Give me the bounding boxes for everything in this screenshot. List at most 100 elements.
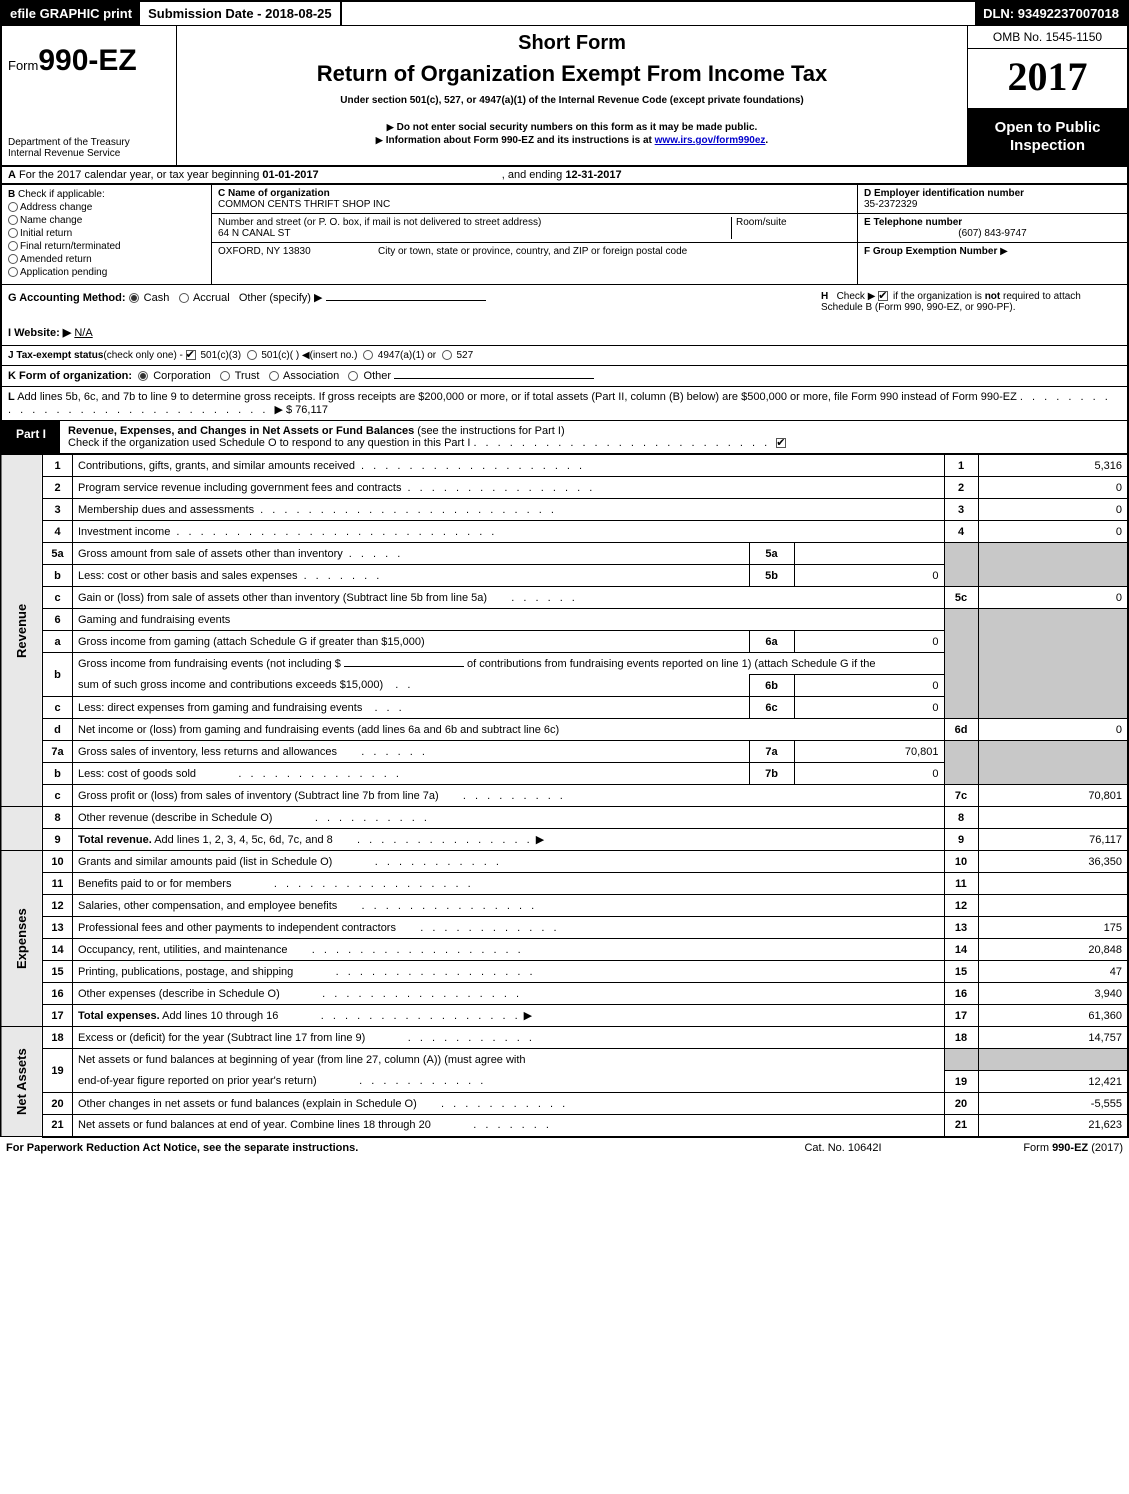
- line-7c-num: c: [43, 785, 73, 807]
- check-final-return[interactable]: Final return/terminated: [8, 241, 205, 252]
- k-assoc-radio[interactable]: [269, 371, 279, 381]
- form-header: Form990-EZ Department of the Treasury In…: [0, 25, 1129, 167]
- b-label: B: [8, 189, 15, 200]
- line-2-desc: Program service revenue including govern…: [78, 482, 401, 494]
- j-501c3: 501(c)(3): [200, 350, 241, 361]
- line-9-num: 9: [43, 829, 73, 851]
- website-value: N/A: [74, 327, 92, 339]
- part-1-badge: Part I: [2, 421, 60, 453]
- j-501c-radio[interactable]: [247, 350, 257, 360]
- top-bar: efile GRAPHIC print Submission Date - 20…: [0, 0, 1129, 25]
- line-18-box: 18: [944, 1027, 978, 1049]
- line-18: Net Assets 18 Excess or (deficit) for th…: [1, 1027, 1128, 1049]
- check-initial-return[interactable]: Initial return: [8, 228, 205, 239]
- g-label: G Accounting Method:: [8, 292, 126, 304]
- h-text1: Check ▶: [837, 291, 876, 302]
- line-1-num: 1: [43, 455, 73, 477]
- b-check-label: Check if applicable:: [18, 189, 105, 200]
- line-10-num: 10: [43, 851, 73, 873]
- line-11: 11 Benefits paid to or for members . . .…: [1, 873, 1128, 895]
- line-5c-desc: Gain or (loss) from sale of assets other…: [78, 592, 487, 604]
- h-checkbox[interactable]: [878, 291, 888, 301]
- header-center: Short Form Return of Organization Exempt…: [177, 26, 967, 165]
- footer-left: For Paperwork Reduction Act Notice, see …: [6, 1142, 743, 1154]
- f-arrow: ▶: [1000, 246, 1008, 257]
- line-18-val: 14,757: [978, 1027, 1128, 1049]
- line-6c-inval: 0: [794, 697, 944, 719]
- line-10-desc: Grants and similar amounts paid (list in…: [78, 856, 332, 868]
- row-k: K Form of organization: Corporation Trus…: [0, 366, 1129, 387]
- form-number: Form990-EZ: [8, 44, 170, 78]
- line-17: 17 Total expenses. Add lines 10 through …: [1, 1005, 1128, 1027]
- line-7a-num: 7a: [43, 741, 73, 763]
- line-11-num: 11: [43, 873, 73, 895]
- line-6-num: 6: [43, 609, 73, 631]
- line-20-desc: Other changes in net assets or fund bala…: [78, 1098, 417, 1110]
- line-3-box: 3: [944, 499, 978, 521]
- line-2-num: 2: [43, 477, 73, 499]
- line-17-box: 17: [944, 1005, 978, 1027]
- line-14-box: 14: [944, 939, 978, 961]
- part-1-title: Revenue, Expenses, and Changes in Net As…: [68, 425, 414, 437]
- open-pub-2: Inspection: [972, 137, 1123, 155]
- k-other-radio[interactable]: [348, 371, 358, 381]
- line-15-num: 15: [43, 961, 73, 983]
- instructions-link[interactable]: www.irs.gov/form990ez: [655, 135, 766, 146]
- accounting-accrual-label: Accrual: [193, 292, 230, 304]
- line-3-desc: Membership dues and assessments: [78, 504, 254, 516]
- line-6b-desc2: of contributions from fundraising events…: [467, 658, 875, 670]
- line-19-2: end-of-year figure reported on prior yea…: [1, 1071, 1128, 1093]
- line-13-num: 13: [43, 917, 73, 939]
- line-21-desc: Net assets or fund balances at end of ye…: [78, 1119, 431, 1131]
- j-501c3-check[interactable]: [186, 350, 196, 360]
- line-18-desc: Excess or (deficit) for the year (Subtra…: [78, 1032, 365, 1044]
- j-527-radio[interactable]: [442, 350, 452, 360]
- l-text: Add lines 5b, 6c, and 7b to line 9 to de…: [17, 391, 1017, 403]
- line-15-box: 15: [944, 961, 978, 983]
- line-6b-num: b: [43, 653, 73, 697]
- line-9: 9 Total revenue. Add lines 1, 2, 3, 4, 5…: [1, 829, 1128, 851]
- k-corp-radio[interactable]: [138, 371, 148, 381]
- row-a-text1: For the 2017 calendar year, or tax year …: [19, 169, 262, 181]
- line-5c-box: 5c: [944, 587, 978, 609]
- line-2-val: 0: [978, 477, 1128, 499]
- line-4-val: 0: [978, 521, 1128, 543]
- dln-label: DLN:: [983, 6, 1018, 21]
- section-ghi: G Accounting Method: Cash Accrual Other …: [0, 285, 1129, 346]
- k-label: K Form of organization:: [8, 370, 132, 382]
- section-c: C Name of organization COMMON CENTS THRI…: [212, 185, 857, 284]
- check-name-change[interactable]: Name change: [8, 215, 205, 226]
- line-7c-desc: Gross profit or (loss) from sales of inv…: [78, 790, 439, 802]
- d-label: D Employer identification number: [864, 188, 1024, 199]
- accounting-accrual-radio[interactable]: [179, 293, 189, 303]
- j-4947-radio[interactable]: [363, 350, 373, 360]
- k-trust: Trust: [235, 370, 260, 382]
- page-footer: For Paperwork Reduction Act Notice, see …: [0, 1138, 1129, 1158]
- line-5c-num: c: [43, 587, 73, 609]
- line-7b-num: b: [43, 763, 73, 785]
- line-20-val: -5,555: [978, 1093, 1128, 1115]
- accounting-cash-radio[interactable]: [129, 293, 139, 303]
- line-6d-box: 6d: [944, 719, 978, 741]
- footer-center: Cat. No. 10642I: [743, 1142, 943, 1154]
- k-assoc: Association: [283, 370, 339, 382]
- line-7b-inval: 0: [794, 763, 944, 785]
- check-address-change[interactable]: Address change: [8, 202, 205, 213]
- line-5c-val: 0: [978, 587, 1128, 609]
- check-amended-return[interactable]: Amended return: [8, 254, 205, 265]
- part-1-header: Part I Revenue, Expenses, and Changes in…: [0, 421, 1129, 454]
- subtitle-3b: .: [765, 135, 768, 146]
- line-6b-desc1: Gross income from fundraising events (no…: [78, 658, 344, 670]
- form-number-big: 990-EZ: [38, 44, 136, 77]
- line-5a-num: 5a: [43, 543, 73, 565]
- footer-right-a: Form: [1023, 1142, 1052, 1154]
- line-14: 14 Occupancy, rent, utilities, and maint…: [1, 939, 1128, 961]
- line-14-desc: Occupancy, rent, utilities, and maintena…: [78, 944, 288, 956]
- part-1-checkbox[interactable]: [776, 438, 786, 448]
- line-9-box: 9: [944, 829, 978, 851]
- k-trust-radio[interactable]: [220, 371, 230, 381]
- line-5a: 5a Gross amount from sale of assets othe…: [1, 543, 1128, 565]
- line-19-desc1: Net assets or fund balances at beginning…: [73, 1049, 945, 1071]
- check-application-pending[interactable]: Application pending: [8, 267, 205, 278]
- line-6a-inval: 0: [794, 631, 944, 653]
